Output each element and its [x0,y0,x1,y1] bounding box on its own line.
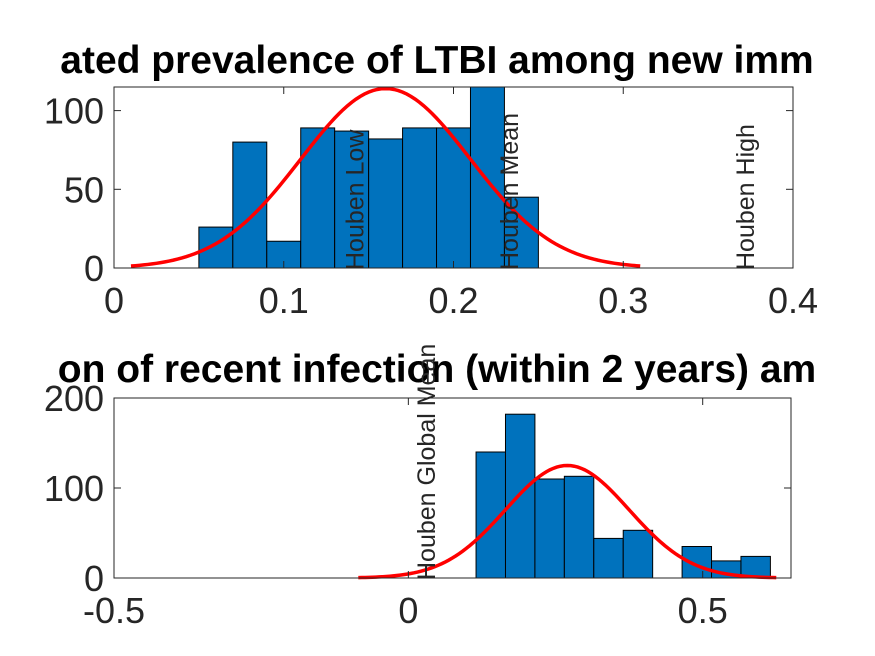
y-tick-label: 0 [84,248,104,289]
histogram-bar [402,127,438,268]
x-tick-label: 0.1 [259,280,309,321]
histogram-bar [436,127,471,268]
histogram-bar [334,130,370,268]
histogram-bar [563,475,595,578]
histogram-bar [593,537,624,578]
normal-fit-curve [358,463,777,580]
normal-fit-curve [130,86,641,268]
x-tick-label: 0 [104,280,124,321]
chart-title: on of recent infection (within 2 years) … [58,348,816,391]
x-tick-label: 0.5 [678,590,728,631]
plot-area: 0 0.1 0.2 0.3 0.4 0 50 100 Houben Low Houben Mean… [44,86,818,321]
reference-annotation: Houben High [732,124,760,270]
histogram-bar [198,226,234,268]
x-tick-label: 0 [398,590,418,631]
x-tick-label: 0.3 [598,280,648,321]
y-tick-label: 50 [64,169,104,210]
x-tick-label: 0.2 [428,280,478,321]
x-tick-label: 0.4 [768,280,818,321]
y-tick-label: 200 [44,378,104,419]
x-tick-label: -0.5 [83,590,145,631]
histogram-bar [300,127,336,268]
histogram-bar [534,478,565,578]
histogram-bar [622,529,654,578]
reference-annotation: Houben Mean [496,113,524,270]
histogram-bar [469,87,505,268]
axes-background [114,398,791,578]
y-tick-label: 100 [44,91,104,132]
histogram-recent-infection: on of recent infection (within 2 years) … [44,344,816,631]
reference-annotation: Houben Low [342,129,370,270]
chart-title: ated prevalence of LTBI among new imm [60,39,813,82]
y-tick-label: 100 [44,468,104,509]
histogram-bar [368,138,404,268]
y-tick-label: 0 [84,558,104,599]
histogram-bar [740,555,771,578]
reference-annotation: Houben Global Mean [413,344,441,580]
